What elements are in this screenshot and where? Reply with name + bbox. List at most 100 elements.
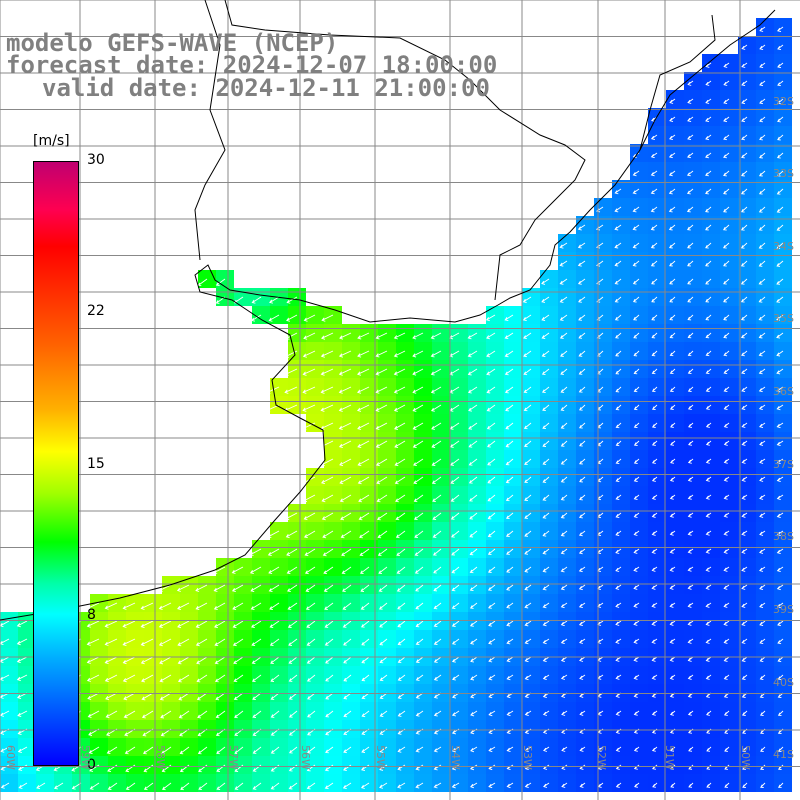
wind-arrow bbox=[633, 710, 640, 716]
wind-arrow bbox=[723, 458, 730, 464]
wind-arrow bbox=[469, 566, 478, 574]
wind-arrow bbox=[687, 620, 694, 626]
wind-arrow bbox=[357, 350, 370, 358]
lat-label: 32S bbox=[773, 95, 794, 108]
wind-arrow bbox=[740, 188, 748, 195]
wind-arrow bbox=[232, 620, 244, 629]
wind-arrow bbox=[668, 206, 676, 213]
wind-arrow bbox=[542, 584, 550, 591]
wind-arrow bbox=[176, 584, 190, 592]
wind-arrow bbox=[17, 746, 28, 754]
wind-arrow bbox=[524, 584, 532, 591]
wind-arrow bbox=[776, 512, 784, 519]
wind-arrow bbox=[523, 368, 532, 376]
wind-arrow bbox=[179, 746, 190, 755]
wind-arrow bbox=[669, 260, 676, 267]
wind-arrow bbox=[632, 188, 640, 195]
wind-arrow bbox=[615, 638, 622, 644]
wind-arrow bbox=[433, 620, 442, 628]
wind-arrow bbox=[615, 674, 622, 680]
wind-arrow bbox=[486, 368, 496, 376]
wind-arrow bbox=[669, 620, 676, 626]
wind-arrow bbox=[320, 386, 334, 394]
wind-arrow bbox=[560, 386, 568, 393]
wind-arrow bbox=[776, 260, 784, 267]
wind-arrow bbox=[413, 512, 424, 521]
wind-arrow bbox=[559, 260, 568, 267]
wind-arrow bbox=[215, 278, 226, 286]
wind-arrow bbox=[776, 602, 784, 609]
wind-arrow bbox=[759, 458, 766, 464]
wind-arrow bbox=[288, 710, 298, 718]
wind-arrow bbox=[687, 368, 694, 375]
wind-arrow bbox=[487, 494, 496, 502]
wind-arrow bbox=[577, 224, 586, 231]
wind-arrow bbox=[450, 476, 460, 484]
wind-arrow bbox=[632, 170, 640, 177]
wind-arrow bbox=[486, 332, 496, 340]
wind-arrow bbox=[632, 296, 640, 303]
wind-arrow bbox=[687, 638, 694, 644]
wind-arrow bbox=[776, 476, 784, 483]
lat-label: 38S bbox=[773, 530, 794, 543]
wind-arrow bbox=[361, 710, 370, 718]
wind-arrow bbox=[338, 440, 352, 449]
wind-arrow bbox=[578, 332, 586, 339]
wind-arrow bbox=[705, 260, 712, 267]
wind-arrow bbox=[361, 674, 370, 682]
wind-arrow bbox=[542, 440, 550, 447]
wind-arrow bbox=[633, 404, 640, 411]
wind-arrow bbox=[506, 602, 514, 609]
wind-arrow bbox=[578, 296, 586, 303]
wind-arrow bbox=[687, 260, 694, 267]
wind-arrow bbox=[651, 422, 658, 428]
wind-arrow bbox=[288, 746, 298, 754]
wind-arrow bbox=[305, 602, 316, 611]
wind-arrow bbox=[687, 116, 694, 123]
wind-arrow bbox=[431, 458, 442, 466]
wind-arrow bbox=[415, 710, 424, 717]
wind-arrow bbox=[412, 422, 424, 430]
wind-arrow bbox=[541, 278, 550, 285]
wind-arrow bbox=[523, 404, 532, 412]
wind-arrow bbox=[669, 656, 676, 662]
wind-arrow bbox=[705, 224, 712, 231]
wind-arrow bbox=[687, 458, 694, 464]
wind-arrow bbox=[431, 440, 442, 448]
wind-arrow bbox=[758, 350, 766, 357]
wind-arrow bbox=[360, 602, 370, 610]
wind-arrow bbox=[650, 260, 658, 267]
wind-arrow bbox=[776, 422, 784, 429]
wind-arrow bbox=[741, 116, 748, 123]
wind-arrow bbox=[668, 170, 676, 177]
wind-arrow bbox=[339, 494, 352, 503]
wind-arrow bbox=[433, 764, 442, 771]
wind-arrow bbox=[542, 530, 550, 537]
wind-arrow bbox=[18, 782, 28, 789]
wind-arrow bbox=[650, 134, 658, 141]
wind-arrow bbox=[724, 746, 730, 752]
wind-arrow bbox=[523, 350, 532, 358]
wind-arrow bbox=[505, 458, 514, 466]
wind-arrow bbox=[651, 350, 658, 357]
wind-arrow bbox=[669, 602, 676, 608]
wind-arrow bbox=[706, 746, 712, 752]
wind-arrow bbox=[522, 314, 532, 322]
wind-arrow bbox=[541, 350, 550, 358]
wind-arrow bbox=[633, 332, 640, 339]
wind-arrow bbox=[669, 116, 676, 123]
wind-arrow bbox=[651, 368, 658, 375]
wind-arrow bbox=[759, 656, 766, 663]
wind-arrow bbox=[320, 422, 334, 430]
wind-arrow bbox=[633, 584, 640, 590]
wind-arrow bbox=[759, 494, 766, 500]
wind-arrow bbox=[342, 602, 352, 610]
wind-arrow bbox=[357, 440, 370, 449]
wind-arrow bbox=[651, 584, 658, 590]
wind-arrow bbox=[686, 206, 694, 213]
wind-arrow bbox=[759, 422, 766, 429]
wind-arrow bbox=[776, 440, 784, 447]
wind-arrow bbox=[234, 746, 244, 754]
wind-arrow bbox=[759, 116, 766, 123]
wind-arrow bbox=[741, 476, 748, 482]
